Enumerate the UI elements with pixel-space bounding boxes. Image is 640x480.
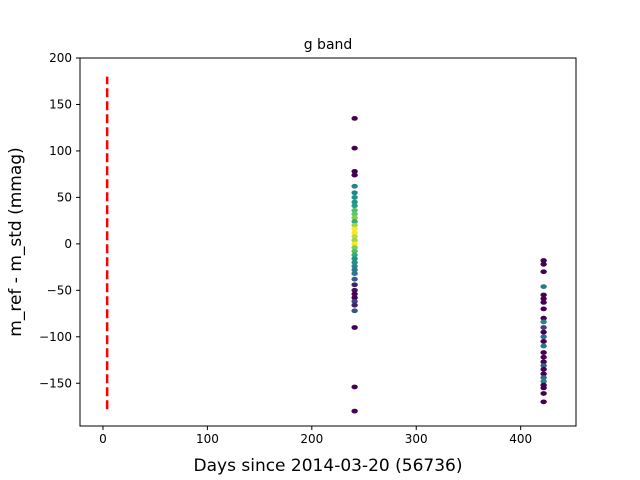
x-axis-label: Days since 2014-03-20 (56736) bbox=[194, 456, 463, 476]
data-point bbox=[351, 308, 358, 314]
data-point bbox=[540, 300, 547, 305]
data-point bbox=[351, 145, 358, 151]
data-point bbox=[351, 199, 358, 205]
data-point bbox=[351, 260, 358, 265]
data-point bbox=[540, 284, 547, 290]
data-point bbox=[540, 319, 547, 325]
data-point bbox=[351, 226, 358, 232]
data-point bbox=[351, 299, 358, 304]
data-point bbox=[351, 295, 358, 301]
data-point bbox=[540, 258, 547, 263]
data-point bbox=[351, 325, 358, 330]
data-point bbox=[351, 172, 358, 178]
chart-title: g band bbox=[304, 37, 353, 53]
x-tick-label: 100 bbox=[196, 432, 219, 446]
data-point bbox=[351, 168, 358, 174]
data-point bbox=[540, 359, 547, 365]
data-point bbox=[351, 263, 358, 269]
data-point bbox=[351, 267, 358, 273]
data-point bbox=[351, 287, 358, 293]
axes-frame bbox=[79, 57, 577, 427]
data-point bbox=[351, 252, 358, 258]
y-tick-label: 100 bbox=[49, 144, 72, 158]
data-point bbox=[540, 371, 547, 377]
data-point bbox=[351, 183, 358, 189]
data-point bbox=[351, 215, 358, 221]
x-tick-label: 300 bbox=[405, 432, 428, 446]
data-point bbox=[540, 343, 547, 349]
x-tick-label: 0 bbox=[99, 432, 107, 446]
data-point bbox=[540, 339, 547, 344]
data-point bbox=[351, 219, 358, 224]
data-point bbox=[351, 245, 358, 250]
data-point bbox=[351, 211, 358, 217]
y-tick-label: 0 bbox=[64, 237, 72, 251]
data-point bbox=[351, 234, 358, 239]
data-point bbox=[540, 391, 547, 396]
data-point bbox=[540, 385, 547, 391]
y-tick-label: 150 bbox=[49, 97, 72, 111]
data-point bbox=[540, 334, 547, 340]
data-point bbox=[540, 315, 547, 321]
series-1 bbox=[540, 258, 547, 405]
data-point bbox=[351, 408, 358, 414]
data-point bbox=[540, 399, 547, 405]
data-point bbox=[351, 241, 358, 247]
data-point bbox=[351, 282, 358, 288]
y-tick-label: 200 bbox=[49, 51, 72, 65]
data-point bbox=[351, 248, 358, 254]
data-point bbox=[540, 378, 547, 384]
series-0 bbox=[351, 116, 358, 414]
data-point bbox=[540, 261, 547, 267]
data-point bbox=[540, 325, 547, 330]
data-point bbox=[540, 366, 547, 372]
data-point bbox=[351, 291, 358, 297]
y-tick-label: −50 bbox=[47, 283, 72, 297]
y-tick-label: −150 bbox=[39, 376, 72, 390]
data-point bbox=[351, 208, 358, 213]
data-point bbox=[540, 292, 547, 298]
data-point bbox=[351, 222, 358, 228]
x-axis: 0 100 200 300 400 bbox=[99, 426, 532, 446]
data-point bbox=[540, 296, 547, 302]
data-point bbox=[351, 194, 358, 200]
y-axis: −150 −100 −50 0 50 100 150 200 bbox=[39, 51, 80, 390]
plot-area bbox=[105, 76, 547, 414]
data-point bbox=[540, 354, 547, 360]
data-point bbox=[540, 375, 547, 381]
data-point bbox=[351, 256, 358, 262]
data-point bbox=[351, 230, 358, 236]
data-point bbox=[540, 269, 547, 275]
data-point bbox=[540, 306, 547, 312]
data-point bbox=[351, 237, 358, 243]
data-point bbox=[351, 302, 358, 308]
data-point bbox=[351, 384, 358, 390]
data-point bbox=[540, 329, 547, 335]
y-tick-label: −100 bbox=[39, 330, 72, 344]
data-point bbox=[351, 116, 358, 121]
data-point bbox=[351, 203, 358, 209]
data-point bbox=[540, 350, 547, 355]
y-tick-label: 50 bbox=[57, 190, 72, 204]
x-tick-label: 200 bbox=[300, 432, 323, 446]
data-point bbox=[351, 190, 358, 196]
data-point bbox=[351, 276, 358, 282]
x-tick-label: 400 bbox=[509, 432, 532, 446]
y-axis-label: m_ref - m_std (mmag) bbox=[6, 147, 26, 336]
data-point bbox=[540, 363, 547, 368]
data-point bbox=[351, 271, 358, 276]
